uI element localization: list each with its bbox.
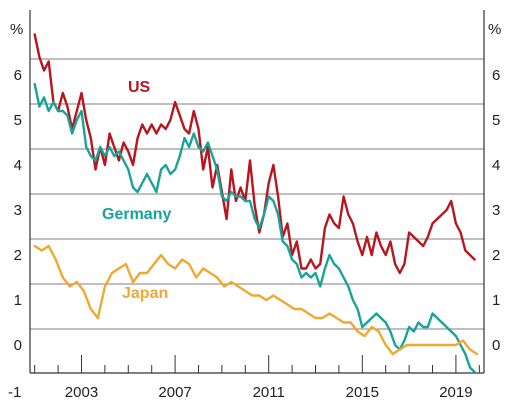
series-line-germany [33,82,476,374]
y-tick-left-2: 2 [14,247,22,264]
y-tick-right-3: 3 [492,202,500,219]
grid-lines [30,58,484,330]
y-tick-left-6: 6 [14,67,22,84]
series-label-japan: Japan [122,285,168,302]
x-tick-label-2003: 2003 [65,384,98,401]
series-label-us: US [128,79,151,96]
series-lines [33,33,479,374]
y-tick-right-1: 1 [492,292,500,309]
series-label-germany: Germany [102,206,171,223]
y-tick-right-4: 4 [492,157,500,174]
y-unit-left: % [10,21,23,38]
y-tick-left-0: 0 [14,337,22,354]
x-tick-label-2007: 2007 [158,384,191,401]
series-line-us [33,33,476,275]
y-tick-right-5: 5 [492,112,500,129]
x-tick-label-2015: 2015 [346,384,379,401]
axes: 6 6 5 5 4 4 3 3 2 2 1 1 0 0% % -1 2003 2007 2011 2015 2019 [8,10,501,401]
y-tick-left-5: 5 [14,112,22,129]
series-line-japan [33,244,479,356]
y-tick-left-3: 3 [14,202,22,219]
y-tick-right-6: 6 [492,67,500,84]
y-unit-right: % [488,21,501,38]
x-tick-label-2011: 2011 [253,384,285,401]
y-tick-right-0: 0 [492,337,500,354]
y-tick-right-2: 2 [492,247,500,264]
x-tick-label-2019: 2019 [439,384,472,401]
y-tick-left-4: 4 [14,157,22,174]
y-tick-left--1: -1 [8,384,21,401]
y-tick-left-1: 1 [14,292,22,309]
